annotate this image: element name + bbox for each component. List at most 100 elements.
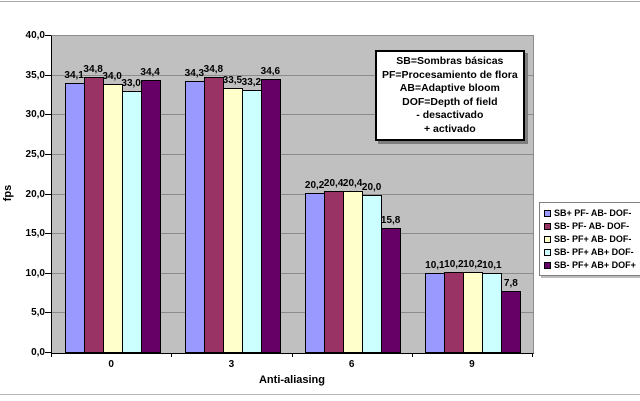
y-axis: 0,0 5,0 10,0 15,0 20,0 25,0 30,0 35,0 40,0 xyxy=(0,30,45,358)
y-tick-mark xyxy=(45,272,51,274)
bar-SB-PF-AB-DOF--aa6 xyxy=(324,191,345,353)
data-label: 10,1 xyxy=(482,259,502,271)
y-tick-label: 30,0 xyxy=(25,109,45,121)
y-tick-label: 0,0 xyxy=(31,347,45,358)
bar-SB+PF-AB-DOF--aa6 xyxy=(305,192,326,353)
data-label: 34,4 xyxy=(140,67,160,79)
bar-SB-PF+AB+DOF+-aa3 xyxy=(260,78,281,353)
data-label: 34,8 xyxy=(83,64,103,76)
data-label: 34,8 xyxy=(203,64,224,76)
bar-SB-PF+AB-DOF--aa6 xyxy=(343,191,364,353)
y-tick-mark xyxy=(45,312,51,314)
data-label: 20,2 xyxy=(304,179,325,191)
abbreviation-key-textbox: SB=Sombras básicas PF=Procesamiento de f… xyxy=(375,50,525,141)
x-category-label: 9 xyxy=(469,359,475,370)
x-tick-mark xyxy=(411,353,413,357)
y-tick-mark xyxy=(45,74,51,76)
y-tick-label: 15,0 xyxy=(25,228,45,240)
data-label: 20,0 xyxy=(361,181,382,193)
bar-SB+PF-AB-DOF--aa3 xyxy=(184,81,205,353)
y-tick-label: 5,0 xyxy=(31,307,45,319)
data-label: 33,5 xyxy=(222,74,243,86)
gridline xyxy=(52,114,533,116)
legend-item: SB- PF- AB- DOF- xyxy=(544,220,636,233)
bar-SB-PF+AB-DOF--aa0 xyxy=(102,83,123,353)
bar-SB+PF-AB-DOF--aa9 xyxy=(425,272,446,353)
legend-label: SB- PF- AB- DOF- xyxy=(554,221,630,231)
x-axis: 0 3 6 9 xyxy=(51,353,533,370)
gridline xyxy=(52,312,533,314)
x-category-label: 3 xyxy=(228,359,235,370)
annotation-line: AB=Adaptive bloom xyxy=(399,82,500,94)
data-label: 10,2 xyxy=(463,259,483,271)
y-tick-mark xyxy=(45,352,51,353)
top-border-line xyxy=(0,1,640,2)
legend-color-swatch xyxy=(544,236,551,243)
bar-SB+PF-AB-DOF--aa0 xyxy=(64,82,85,353)
y-tick-mark xyxy=(45,153,51,155)
bar-SB-PF+AB+DOF--aa6 xyxy=(362,194,383,353)
data-label: 34,6 xyxy=(260,65,281,77)
gridline xyxy=(52,35,533,36)
bar-SB-PF-AB-DOF--aa3 xyxy=(203,77,224,353)
data-label: 10,1 xyxy=(425,259,445,271)
y-tick-mark xyxy=(45,193,51,195)
y-tick-mark xyxy=(45,35,51,36)
annotation-line: - desactivado xyxy=(416,109,484,121)
data-label: 7,8 xyxy=(503,278,518,290)
gridline xyxy=(52,272,533,274)
gridline xyxy=(52,233,533,235)
y-tick-mark xyxy=(45,114,51,116)
gridline xyxy=(52,193,533,195)
legend-item: SB- PF+ AB+ DOF- xyxy=(544,246,636,259)
legend-label: SB- PF+ AB+ DOF+ xyxy=(554,260,636,270)
y-tick-label: 40,0 xyxy=(25,30,45,41)
legend-color-swatch xyxy=(544,223,551,230)
annotation-line: SB=Sombras básicas xyxy=(396,55,504,67)
data-label: 34,1 xyxy=(64,69,84,81)
x-category-label: 0 xyxy=(108,359,114,370)
legend-item: SB- PF+ AB+ DOF+ xyxy=(544,259,636,272)
y-tick-label: 10,0 xyxy=(25,267,45,279)
y-tick-label: 35,0 xyxy=(25,69,45,81)
legend-color-swatch xyxy=(544,249,551,256)
legend-label: SB- PF+ AB+ DOF- xyxy=(554,247,634,257)
bar-SB-PF+AB+DOF--aa0 xyxy=(121,91,142,353)
bar-SB-PF+AB+DOF+-aa6 xyxy=(381,227,402,353)
data-label: 15,8 xyxy=(380,214,401,226)
gridline xyxy=(52,74,533,76)
legend-label: SB+ PF- AB- DOF- xyxy=(554,208,632,218)
legend-color-swatch xyxy=(544,210,551,217)
bar-SB-PF-AB-DOF--aa0 xyxy=(83,77,104,353)
data-label: 34,3 xyxy=(184,68,205,80)
x-tick-mark xyxy=(291,353,293,357)
x-tick-mark xyxy=(51,353,52,357)
y-tick-label: 20,0 xyxy=(25,188,45,200)
data-label: 20,4 xyxy=(323,178,344,190)
legend-label: SB- PF+ AB- DOF- xyxy=(554,234,632,244)
bar-SB-PF+AB-DOF--aa9 xyxy=(463,272,484,353)
y-tick-mark xyxy=(45,233,51,235)
gridline xyxy=(52,153,533,155)
annotation-line: DOF=Depth of field xyxy=(402,95,498,108)
legend-item: SB- PF+ AB- DOF- xyxy=(544,233,636,246)
data-label: 10,2 xyxy=(444,259,464,271)
bar-SB-PF+AB+DOF--aa3 xyxy=(241,89,262,353)
x-tick-mark xyxy=(532,353,533,357)
legend-item: SB+ PF- AB- DOF- xyxy=(544,207,636,220)
annotation-line: + activado xyxy=(424,122,476,135)
annotation-line: PF=Procesamiento de flora xyxy=(382,68,518,81)
y-tick-label: 25,0 xyxy=(25,148,45,160)
x-tick-mark xyxy=(171,353,173,357)
bar-SB-PF+AB-DOF--aa3 xyxy=(222,87,243,353)
legend-color-swatch xyxy=(544,262,551,269)
bar-SB-PF+AB+DOF+-aa0 xyxy=(140,80,161,353)
data-label: 34,0 xyxy=(102,70,122,82)
data-label: 33,2 xyxy=(241,76,262,88)
x-axis-title: Anti-aliasing xyxy=(258,374,326,386)
legend: SB+ PF- AB- DOF- SB- PF- AB- DOF- SB- PF+ … xyxy=(539,202,640,276)
x-category-label: 6 xyxy=(348,359,355,370)
bar-SB-PF+AB+DOF--aa9 xyxy=(482,272,503,353)
data-label: 33,0 xyxy=(121,78,141,90)
